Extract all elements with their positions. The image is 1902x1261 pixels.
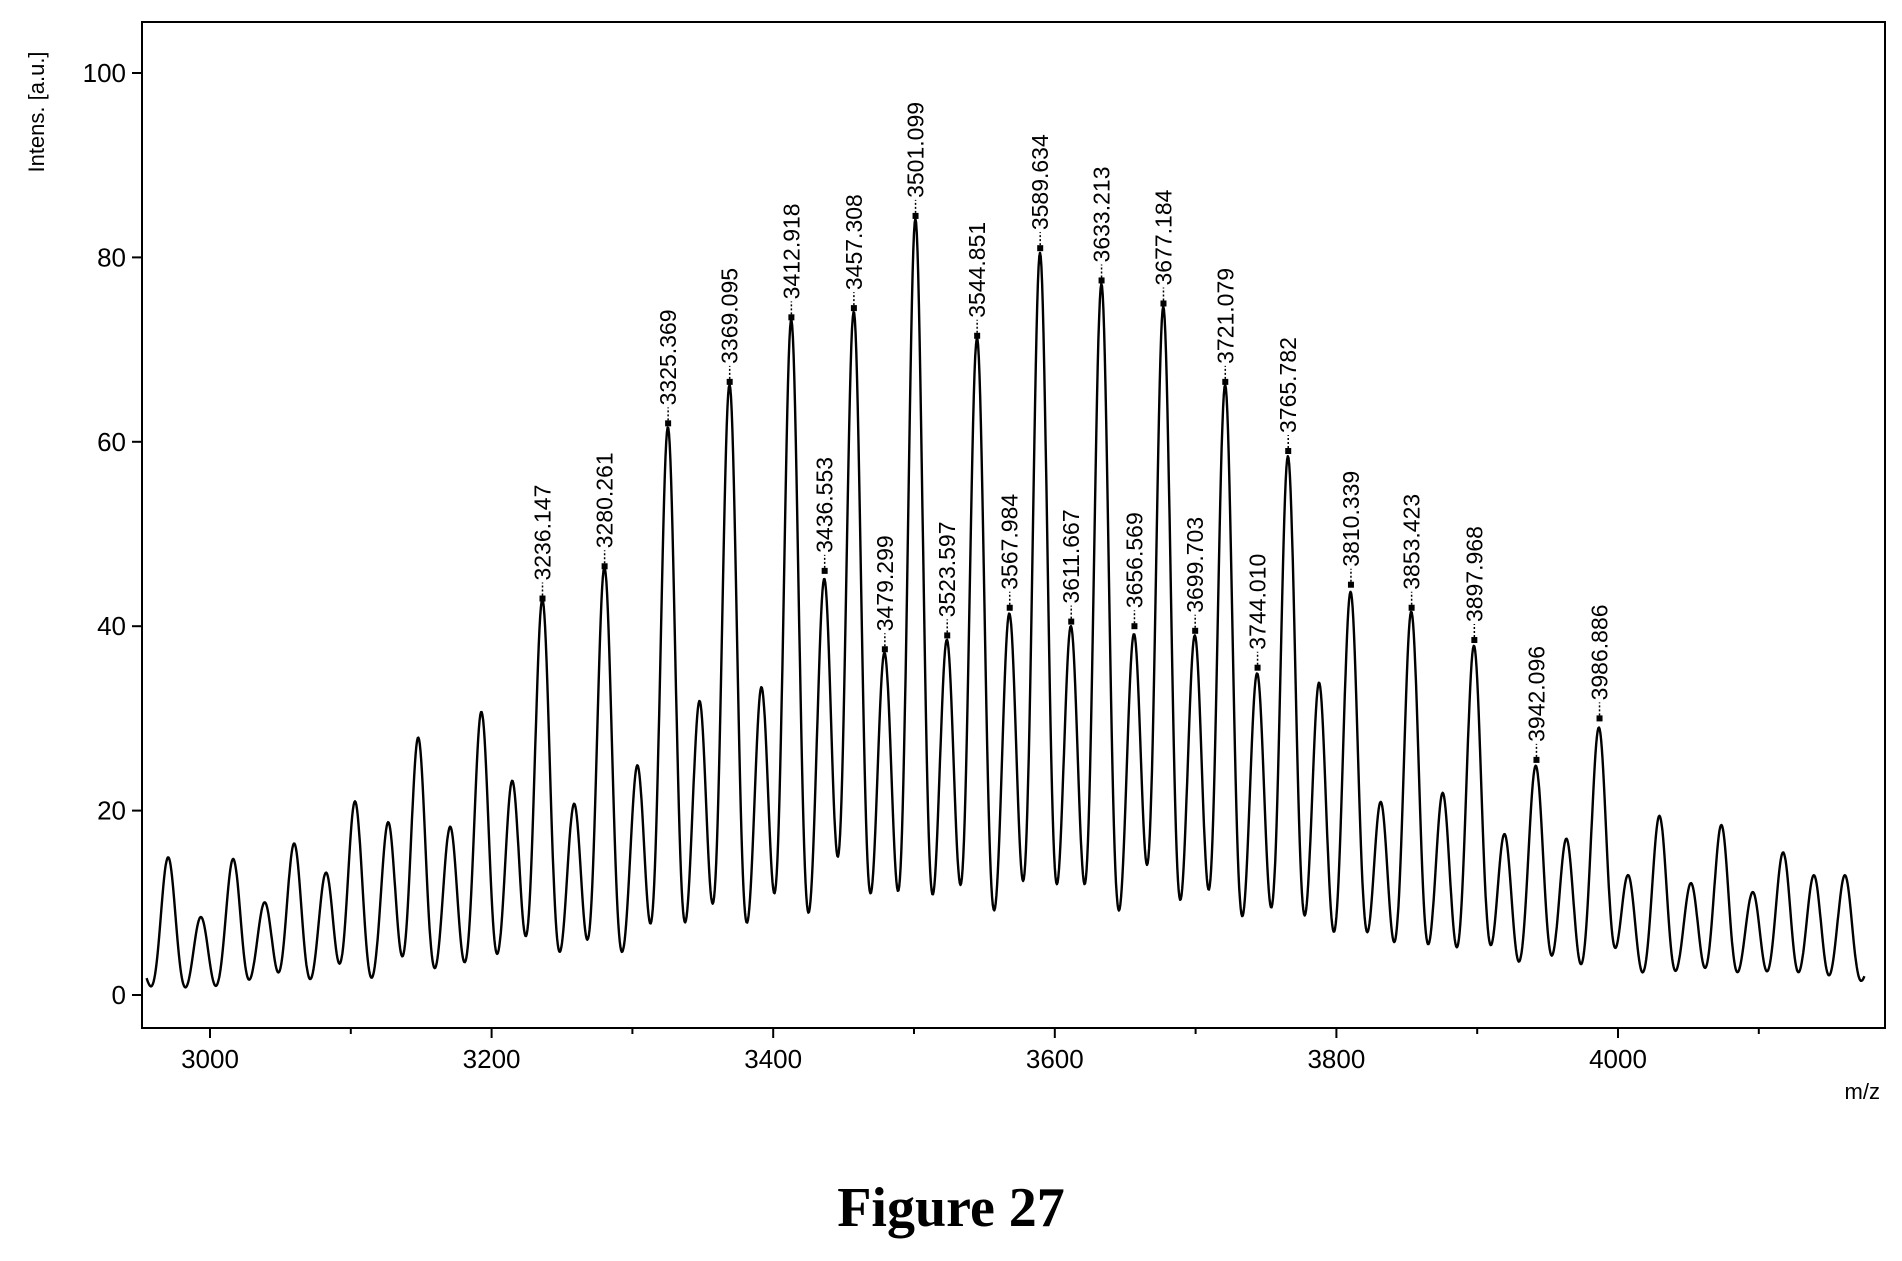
peak-marker [1131, 623, 1138, 630]
x-tick-label: 3200 [463, 1044, 521, 1074]
peak-label: 3897.968 [1461, 526, 1487, 622]
peak-marker [881, 646, 888, 653]
peak-labels: 3236.147 3280.261 3325.369 3369.095 3412.918… [529, 102, 1612, 742]
peak-marker [1192, 627, 1199, 634]
peak-label: 3544.851 [964, 222, 990, 318]
peak-marker [1533, 756, 1540, 763]
peak-label: 3744.010 [1245, 554, 1271, 650]
peak-marker [788, 314, 795, 321]
peak-marker [1408, 604, 1415, 611]
peak-label: 3412.918 [778, 203, 804, 299]
peak-marker [1222, 378, 1229, 385]
peak-label: 3325.369 [655, 309, 681, 405]
peak-marker [1160, 300, 1167, 307]
peak-label: 3280.261 [592, 452, 618, 548]
y-tick-label: 100 [83, 58, 126, 88]
x-tick-label: 3000 [181, 1044, 239, 1074]
peak-label: 3810.339 [1338, 471, 1364, 567]
peak-label: 3436.553 [812, 457, 838, 553]
peak-label: 3479.299 [872, 535, 898, 631]
peak-label: 3633.213 [1089, 167, 1115, 263]
peak-marker [912, 212, 919, 219]
y-tick-label: 20 [97, 796, 126, 826]
peak-marker [665, 420, 672, 427]
peak-label: 3369.095 [717, 268, 743, 364]
peak-marker [1037, 245, 1044, 252]
x-axis-label: m/z [1845, 1079, 1880, 1104]
y-tick-label: 40 [97, 611, 126, 641]
figure-caption: Figure 27 [837, 1177, 1065, 1239]
peak-label: 3523.597 [934, 521, 960, 617]
y-axis-label: Intens. [a.u.] [24, 51, 49, 172]
x-axis: 3000 3200 3400 3600 3800 4000 [181, 1028, 1760, 1074]
peak-label: 3677.184 [1150, 189, 1176, 285]
peak-label: 3942.096 [1523, 646, 1549, 742]
y-tick-label: 80 [97, 242, 126, 272]
peak-marker [974, 332, 981, 339]
peak-marker [1098, 277, 1105, 284]
peak-label: 3765.782 [1275, 337, 1301, 433]
peak-marker [1285, 448, 1292, 455]
x-tick-label: 3400 [744, 1044, 802, 1074]
peak-label: 3986.886 [1587, 604, 1613, 700]
peak-label: 3611.667 [1058, 509, 1084, 603]
peak-marker [601, 563, 608, 570]
x-tick-label: 3800 [1307, 1044, 1365, 1074]
spectrum-line [145, 217, 1866, 989]
peak-label: 3589.634 [1027, 134, 1053, 230]
peak-marker [1347, 581, 1354, 588]
x-tick-label: 3600 [1026, 1044, 1084, 1074]
peak-marker [850, 305, 857, 312]
y-tick-label: 0 [112, 980, 126, 1010]
peak-marker [821, 567, 828, 574]
peak-marker [1596, 715, 1603, 722]
peak-label: 3457.308 [841, 194, 867, 290]
peak-label: 3699.703 [1182, 517, 1208, 613]
peak-label: 3853.423 [1399, 494, 1425, 590]
peak-label: 3501.099 [903, 102, 929, 198]
peak-marker [944, 632, 951, 639]
plot-frame [141, 21, 1886, 1029]
y-tick-label: 60 [97, 427, 126, 457]
peak-label: 3656.569 [1121, 512, 1147, 608]
peak-label: 3721.079 [1212, 268, 1238, 364]
y-axis: 0 20 40 60 80 100 [83, 58, 142, 1010]
peak-label: 3236.147 [529, 485, 555, 581]
peak-marker [1254, 664, 1261, 671]
peak-marker [1068, 618, 1075, 625]
peak-marker [1006, 604, 1013, 611]
peak-marker [726, 378, 733, 385]
peak-label: 3567.984 [997, 494, 1023, 590]
x-tick-label: 4000 [1589, 1044, 1647, 1074]
peak-markers [539, 199, 1603, 763]
peak-marker [1471, 637, 1478, 644]
peak-marker [539, 595, 546, 602]
